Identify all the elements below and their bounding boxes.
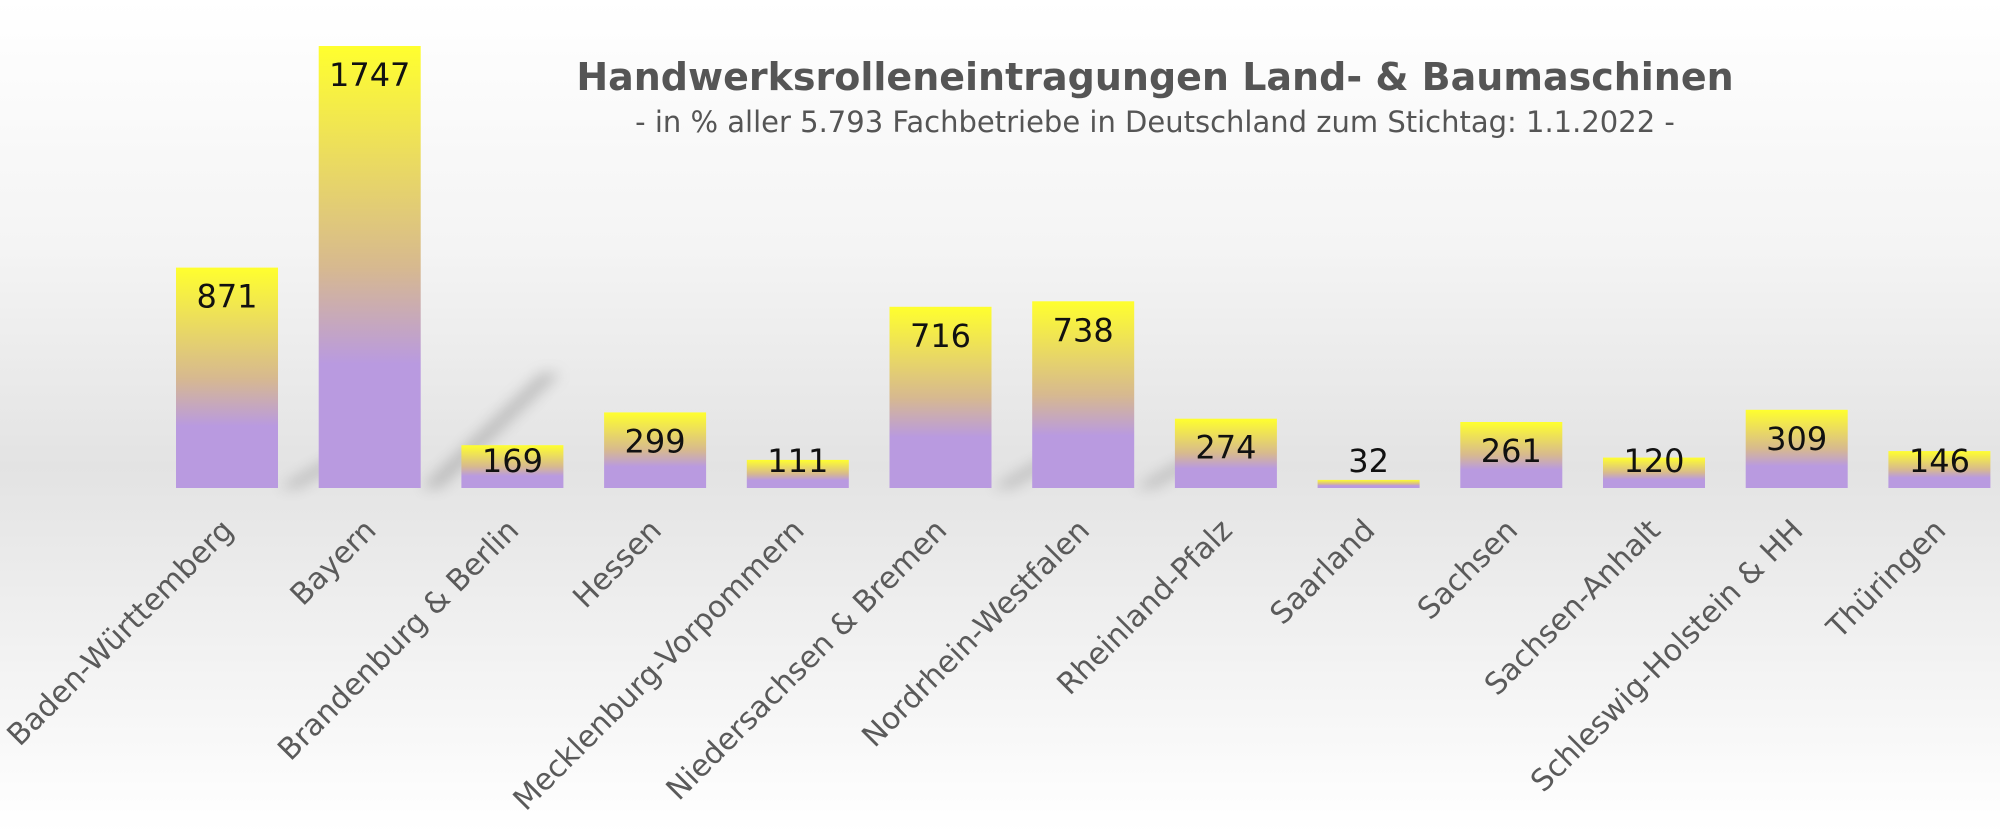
bar-mecklenburg-vorpommern <box>746 459 849 488</box>
value-label-sachsen: 261 <box>1481 432 1542 470</box>
bar-sachsen-anhalt <box>1603 457 1705 488</box>
bar-bayern <box>318 46 421 488</box>
bar-nordrhein-westfalen <box>1032 301 1135 488</box>
value-label-mecklenburg-vorpommern: 111 <box>767 442 828 480</box>
value-label-nordrhein-westfalen: 738 <box>1053 311 1114 349</box>
bar-thueringen <box>1888 451 1991 488</box>
chart-title: Handwerksrolleneintragungen Land- & Baum… <box>576 55 1733 99</box>
bar-niedersachsen-und-bremen <box>889 306 992 488</box>
bar-baden-wuerttemberg <box>176 267 278 488</box>
bar-brandenburg-und-berlin <box>461 445 564 488</box>
bar-sachsen <box>1460 422 1563 488</box>
value-label-sachsen-anhalt: 120 <box>1623 442 1684 480</box>
value-label-baden-wuerttemberg: 871 <box>196 278 257 316</box>
value-labels: 871 1747 169 299 111 716 738 274 32 261 120 309 146 <box>196 56 1969 480</box>
value-label-hessen: 299 <box>625 422 686 460</box>
value-label-brandenburg-und-berlin: 169 <box>482 442 543 480</box>
value-label-schleswig-holstein-und-hh: 309 <box>1766 420 1827 458</box>
bar-rheinland-pfalz <box>1174 418 1277 488</box>
value-label-saarland: 32 <box>1348 442 1389 480</box>
value-label-bayern: 1747 <box>329 56 410 94</box>
value-label-niedersachsen-und-bremen: 716 <box>910 317 971 355</box>
bar-hessen <box>604 412 707 488</box>
value-label-thueringen: 146 <box>1909 442 1970 480</box>
bars <box>176 46 1991 488</box>
bar-schleswig-holstein-und-hh <box>1745 409 1848 488</box>
chart-subtitle: - in % aller 5.793 Fachbetriebe in Deuts… <box>635 105 1675 139</box>
value-label-rheinland-pfalz: 274 <box>1195 429 1256 467</box>
bar-saarland <box>1317 479 1420 488</box>
bar-shadow-bayern <box>420 373 561 488</box>
